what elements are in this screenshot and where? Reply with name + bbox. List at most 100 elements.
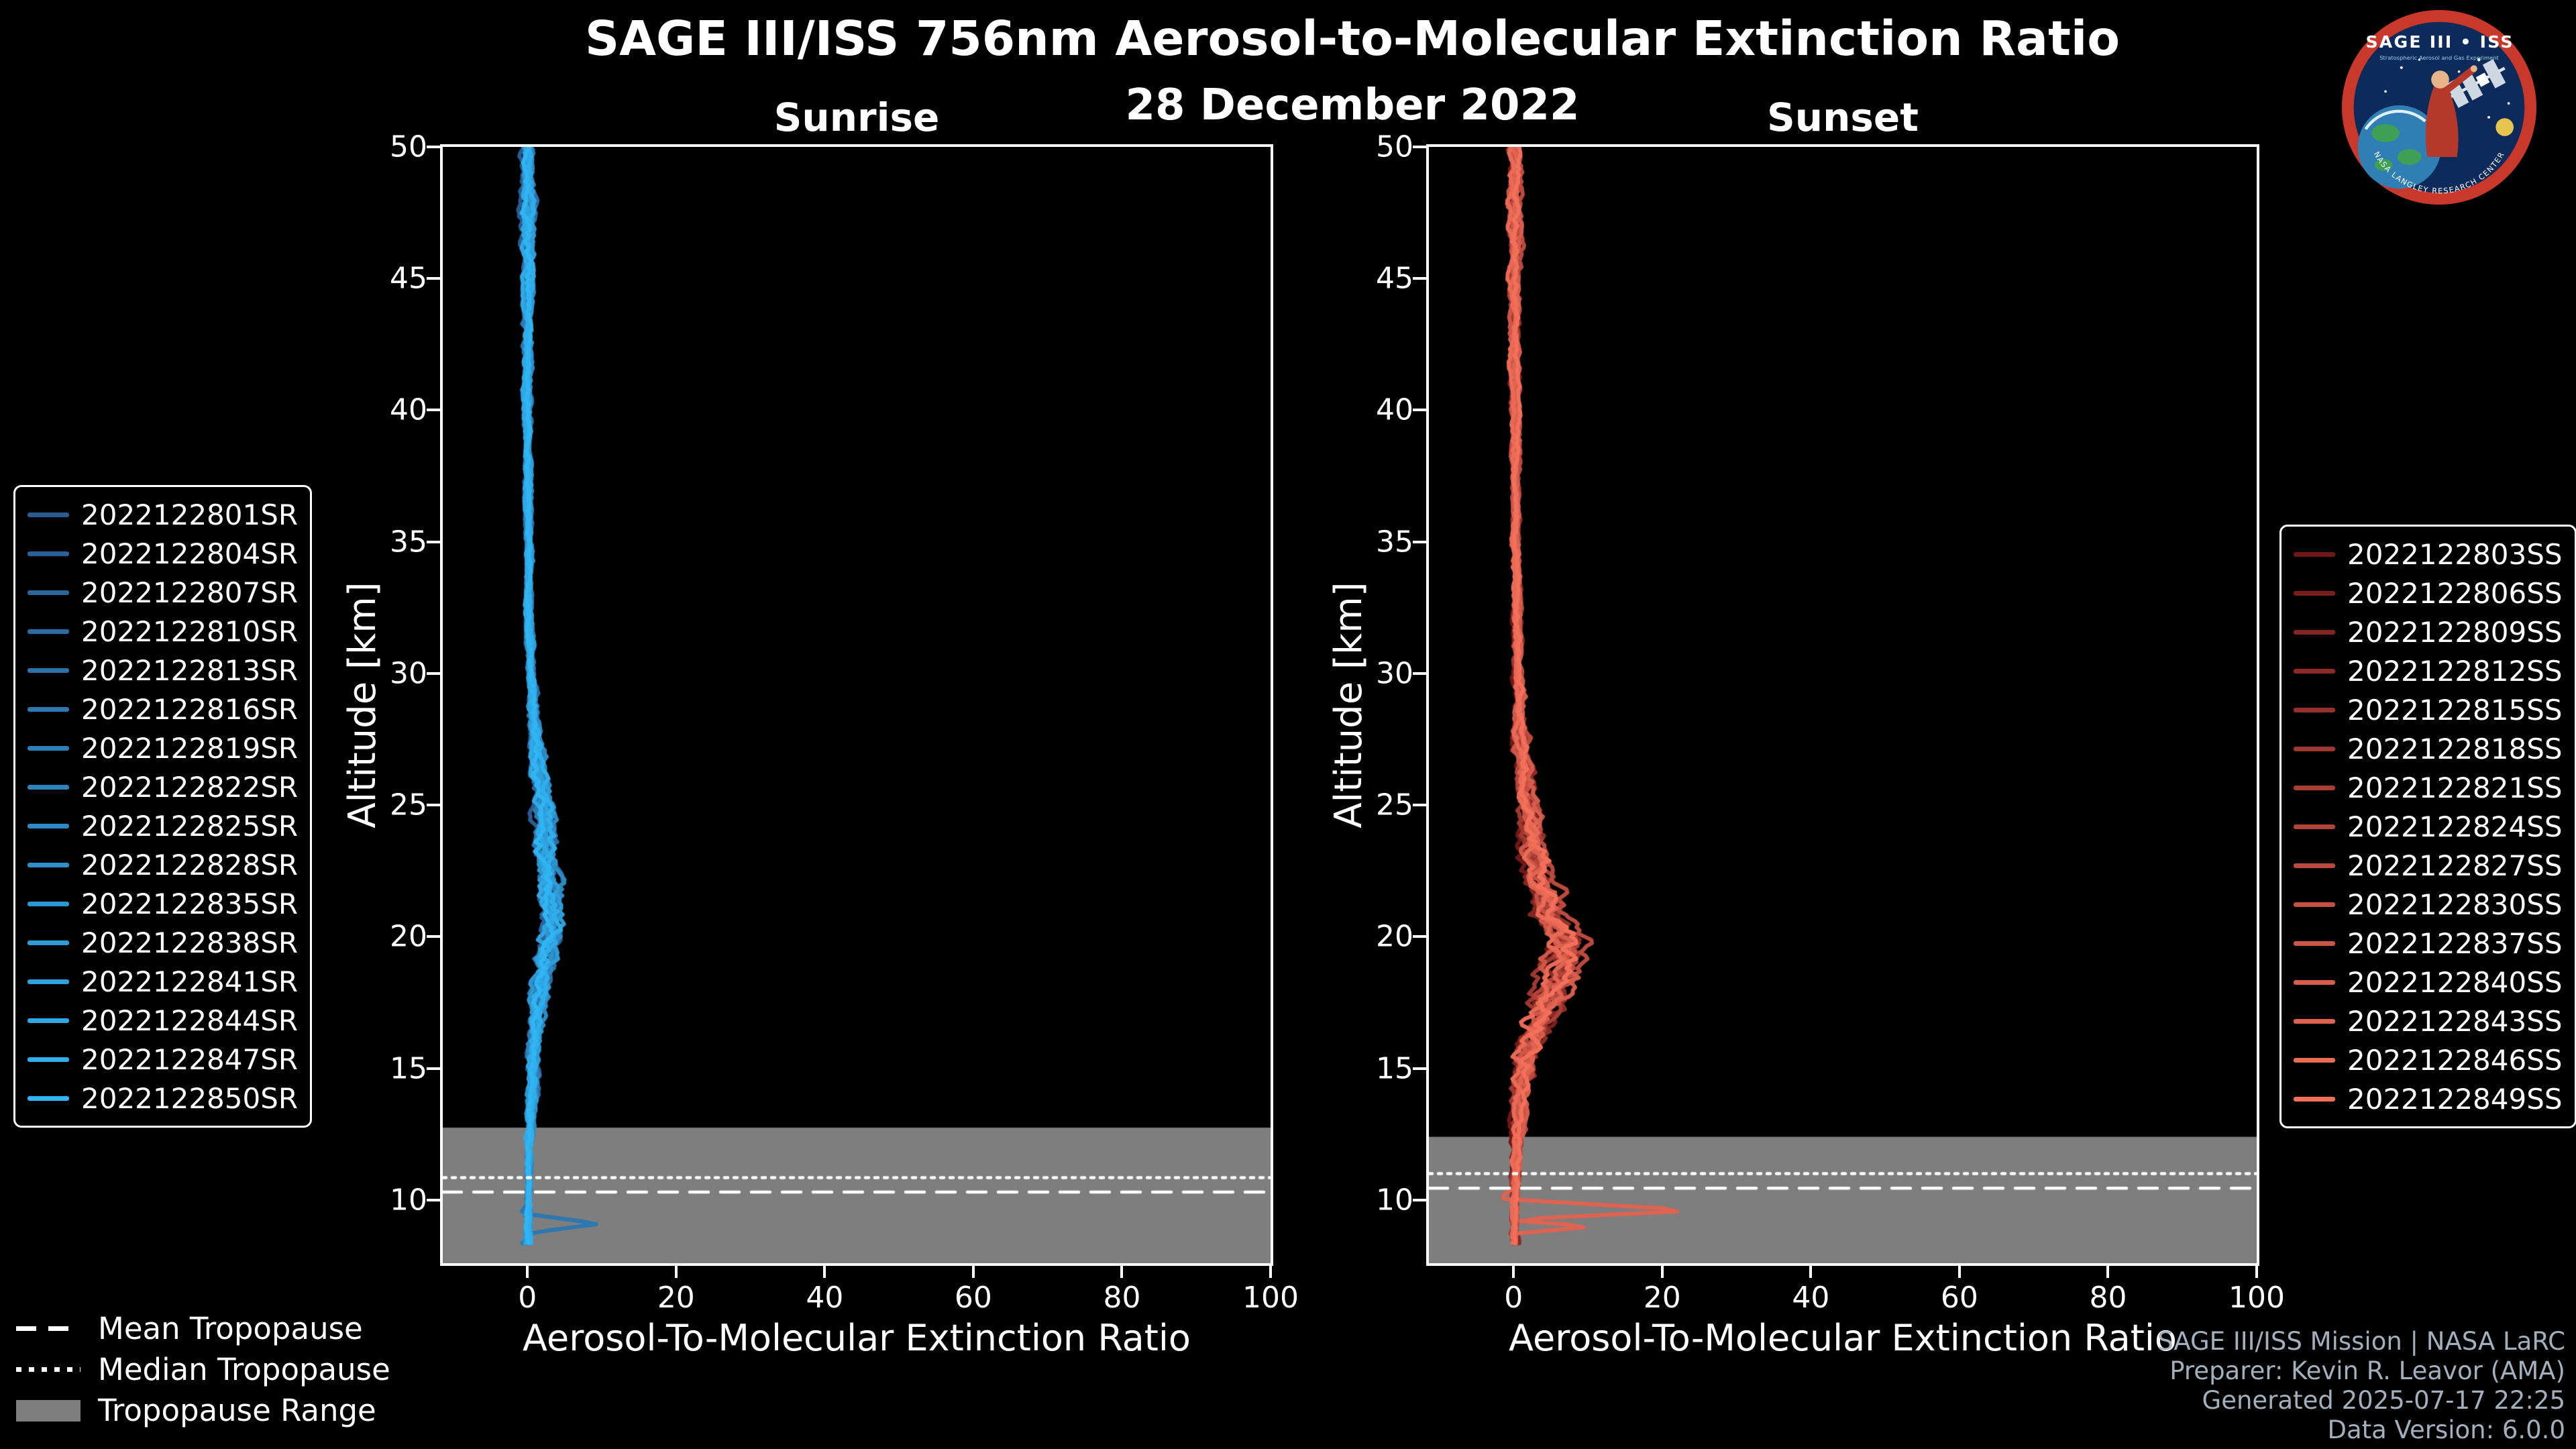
legend-entry: 2022122804SR (28, 534, 298, 573)
y-tick-label: 45 (1376, 261, 1413, 296)
legend-line-sample (28, 1057, 69, 1062)
legend-label: 2022122818SS (2347, 732, 2563, 765)
legend-entry: 2022122807SR (28, 573, 298, 612)
legend-line-sample (28, 862, 69, 867)
y-tick-mark (1413, 804, 1426, 807)
y-tick-label: 10 (1376, 1183, 1413, 1218)
y-tick-label: 20 (390, 919, 427, 954)
legend-line-sample (2294, 863, 2335, 868)
sunrise-legend: 2022122801SR 2022122804SR 2022122807SR 2022… (13, 485, 313, 1128)
legend-entry: 2022122825SR (28, 806, 298, 845)
y-tick-mark (1413, 409, 1426, 412)
legend-entry: 2022122841SR (28, 962, 298, 1001)
legend-entry: 2022122840SS (2294, 963, 2563, 1002)
y-tick-label: 35 (1376, 525, 1413, 559)
legend-entry: 2022122850SR (28, 1079, 298, 1118)
legend-line-sample (28, 901, 69, 906)
legend-label: 2022122850SR (81, 1081, 299, 1115)
y-tick-label: 10 (390, 1183, 427, 1218)
x-tick-mark (1957, 1263, 1961, 1278)
legend-entry: 2022122843SS (2294, 1002, 2563, 1040)
legend-line-sample (28, 629, 69, 634)
legend-label: 2022122803SS (2347, 537, 2563, 571)
legend-line-sample (2294, 824, 2335, 829)
earth-cloud (2364, 109, 2426, 130)
legend-line-sample (2294, 1096, 2335, 1102)
legend-entry: 2022122813SR (28, 651, 298, 690)
legend-entry: 2022122821SS (2294, 768, 2563, 807)
legend-label: 2022122812SS (2347, 654, 2563, 688)
tropopause-dotted-sample (16, 1367, 80, 1372)
legend-line-sample (28, 667, 69, 673)
tropopause-legend-label: Mean Tropopause (98, 1311, 363, 1346)
legend-label: 2022122825SR (81, 809, 299, 843)
tropopause-legend-entry: Mean Tropopause (16, 1308, 390, 1349)
legend-line-sample (28, 551, 69, 556)
legend-entry: 2022122816SR (28, 690, 298, 729)
legend-label: 2022122824SS (2347, 810, 2563, 843)
y-tick-mark (1413, 935, 1426, 938)
legend-line-sample (2294, 979, 2335, 985)
legend-line-sample (28, 940, 69, 945)
x-tick-mark (1512, 1263, 1515, 1278)
tropopause-dashed-sample (16, 1326, 80, 1331)
credit-line: Data Version: 6.0.0 (2327, 1415, 2565, 1444)
x-tick-label: 40 (1792, 1281, 1830, 1315)
x-tick-mark (1269, 1263, 1272, 1278)
credit-line: Preparer: Kevin R. Leavor (AMA) (2169, 1356, 2565, 1385)
y-tick-label: 45 (390, 261, 427, 296)
y-tick-mark (427, 1198, 440, 1201)
legend-line-sample (2294, 785, 2335, 790)
legend-line-sample (2294, 629, 2335, 635)
legend-label: 2022122827SS (2347, 849, 2563, 882)
legend-line-sample (28, 745, 69, 751)
sunset-panel-title: Sunset (1767, 95, 1919, 140)
x-tick-label: 0 (518, 1281, 537, 1315)
legend-line-sample (28, 1095, 69, 1101)
legend-line-sample (2294, 590, 2335, 596)
sunrise-panel-title: Sunrise (773, 95, 940, 140)
tropopause-legend-label: Median Tropopause (98, 1352, 390, 1387)
legend-label: 2022122810SR (81, 614, 299, 648)
credit-line: Generated 2025-07-17 22:25 (2202, 1386, 2565, 1415)
y-tick-label: 35 (390, 525, 427, 559)
legend-label: 2022122809SS (2347, 615, 2563, 649)
x-tick-mark (2255, 1263, 2258, 1278)
legend-label: 2022122847SR (81, 1042, 299, 1076)
legend-label: 2022122844SR (81, 1004, 299, 1037)
legend-entry: 2022122806SS (2294, 574, 2563, 612)
x-tick-mark (2106, 1263, 2110, 1278)
y-tick-label: 40 (390, 392, 427, 427)
legend-line-sample (28, 823, 69, 828)
legend-line-sample (28, 979, 69, 984)
sunset-plot: Sunset Altitude [km] 10 15 20 25 30 35 40 45 50 … (1327, 95, 2285, 1359)
x-tick-mark (823, 1263, 826, 1278)
y-tick-label: 15 (1376, 1051, 1413, 1086)
x-tick-mark (1120, 1263, 1124, 1278)
tropopause-legend-entry: Tropopause Range (16, 1390, 390, 1431)
y-tick-mark (1413, 146, 1426, 148)
legend-entry: 2022122809SS (2294, 612, 2563, 651)
y-tick-label: 50 (390, 129, 427, 164)
legend-label: 2022122813SR (81, 653, 299, 687)
y-tick-label: 25 (1376, 788, 1413, 822)
legend-label: 2022122843SS (2347, 1004, 2563, 1038)
legend-label: 2022122835SR (81, 887, 299, 920)
y-tick-mark (427, 1067, 440, 1070)
legend-entry: 2022122838SR (28, 923, 298, 962)
legend-entry: 2022122815SS (2294, 690, 2563, 729)
y-tick-label: 20 (1376, 919, 1413, 954)
y-tick-label: 40 (1376, 392, 1413, 427)
legend-label: 2022122837SS (2347, 926, 2563, 960)
y-tick-mark (1413, 540, 1426, 543)
x-tick-mark (1660, 1263, 1664, 1278)
legend-line-sample (28, 784, 69, 790)
legend-entry: 2022122828SR (28, 845, 298, 884)
legend-line-sample (2294, 668, 2335, 674)
legend-line-sample (28, 512, 69, 517)
legend-entry: 2022122830SS (2294, 885, 2563, 924)
legend-entry: 2022122803SS (2294, 535, 2563, 574)
sage-figure (2425, 65, 2477, 157)
legend-entry: 2022122824SS (2294, 807, 2563, 846)
